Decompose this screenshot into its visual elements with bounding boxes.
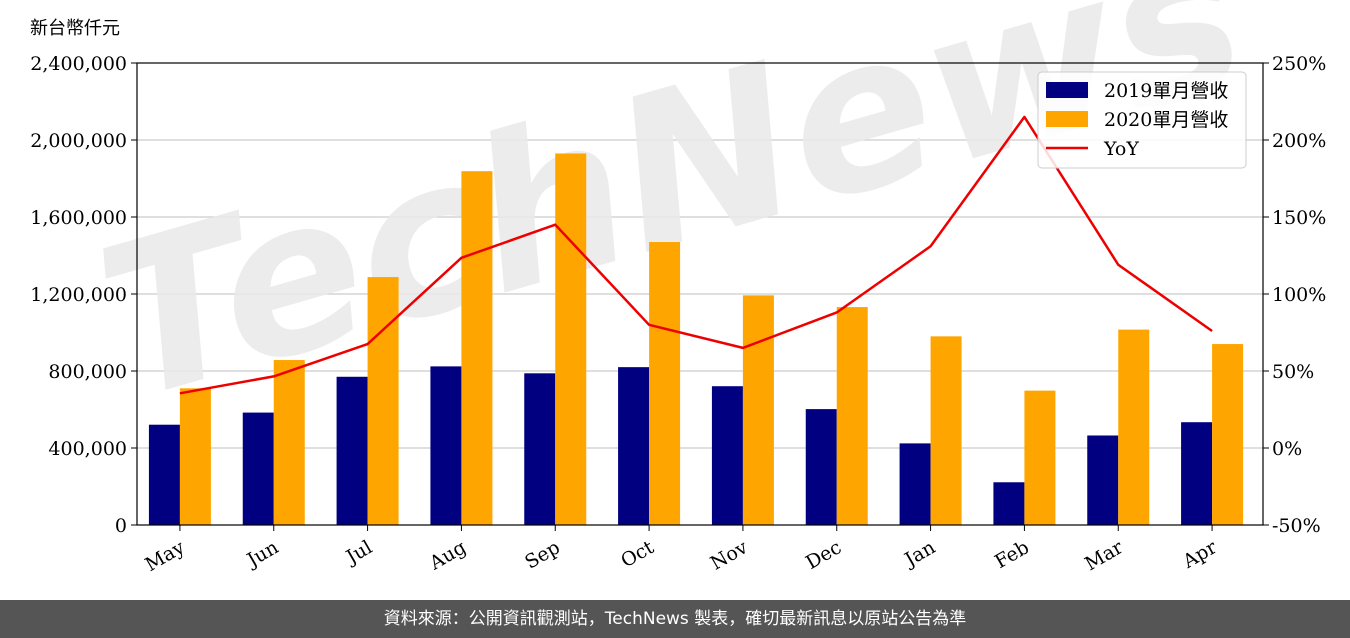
right-tick-label: 0% (1272, 438, 1302, 460)
x-tick-label: Mar (1081, 536, 1127, 575)
bar-2020 (179, 388, 211, 525)
legend: 2019單月營收 2020單月營收 YoY (1037, 71, 1247, 169)
bar-2019 (805, 409, 837, 525)
source-footer: 資料來源：公開資訊觀測站，TechNews 製表，確切最新訊息以原站公告為準 (0, 600, 1350, 638)
bar-2020 (1212, 344, 1244, 525)
bar-2019 (1181, 422, 1213, 525)
bar-2019 (899, 443, 931, 525)
plot-frame (136, 62, 1264, 526)
bar-2019 (336, 376, 368, 525)
bar-2020 (930, 336, 962, 525)
right-tick-label: 100% (1272, 284, 1326, 306)
legend-label: YoY (1103, 138, 1139, 160)
x-tick-label: Jul (341, 536, 376, 569)
bar-2020 (649, 242, 681, 525)
legend-box (1037, 71, 1247, 169)
left-tick-label: 1,200,000 (30, 284, 127, 306)
x-tick-label: Jun (242, 536, 283, 572)
right-tick-label: -50% (1272, 515, 1321, 537)
bar-2020 (1024, 390, 1056, 525)
y-axis-unit-label: 新台幣仟元 (30, 18, 120, 39)
left-tick-label: 0 (115, 515, 127, 537)
x-tick-label: Aug (425, 536, 470, 575)
bar-2019 (430, 366, 462, 525)
axes (131, 62, 1269, 531)
legend-label: 2020單月營收 (1104, 109, 1228, 131)
legend-swatch-bar (1046, 111, 1088, 127)
bar-2020 (461, 171, 493, 525)
x-tick-label: Dec (802, 536, 845, 574)
bar-2020 (742, 295, 774, 525)
bar-2020 (367, 277, 399, 525)
bar-2020 (836, 307, 868, 525)
right-tick-label: 50% (1272, 361, 1314, 383)
right-tick-label: 250% (1272, 53, 1326, 75)
x-tick-label: Sep (521, 536, 564, 573)
right-tick-label: 150% (1272, 207, 1326, 229)
x-tick-label: Feb (991, 536, 1033, 573)
left-tick-label: 800,000 (48, 361, 127, 383)
legend-swatch-bar (1046, 82, 1088, 98)
left-tick-label: 2,000,000 (30, 130, 127, 152)
bar-2019 (148, 424, 180, 525)
x-tick-label: Nov (707, 536, 752, 575)
bar-2019 (524, 373, 556, 525)
legend-label: 2019單月營收 (1104, 80, 1228, 102)
left-tick-label: 400,000 (48, 438, 127, 460)
x-tick-label: May (141, 536, 188, 576)
bars (148, 153, 1244, 525)
bar-2019 (1087, 435, 1119, 525)
left-tick-label: 2,400,000 (30, 53, 127, 75)
bar-2020 (555, 153, 587, 525)
bar-2020 (1118, 329, 1150, 525)
revenue-chart: TechNews 0400,000800,0001,200,0001,600,0… (30, 0, 1326, 576)
bar-2020 (273, 360, 305, 525)
right-tick-label: 200% (1272, 130, 1326, 152)
x-tick-label: Jan (899, 536, 939, 572)
bar-2019 (242, 412, 274, 525)
left-tick-label: 1,600,000 (30, 207, 127, 229)
bar-2019 (993, 482, 1025, 525)
x-tick-label: Oct (617, 536, 658, 572)
bar-2019 (711, 386, 743, 525)
bar-2019 (618, 367, 650, 525)
x-tick-label: Apr (1178, 536, 1221, 573)
